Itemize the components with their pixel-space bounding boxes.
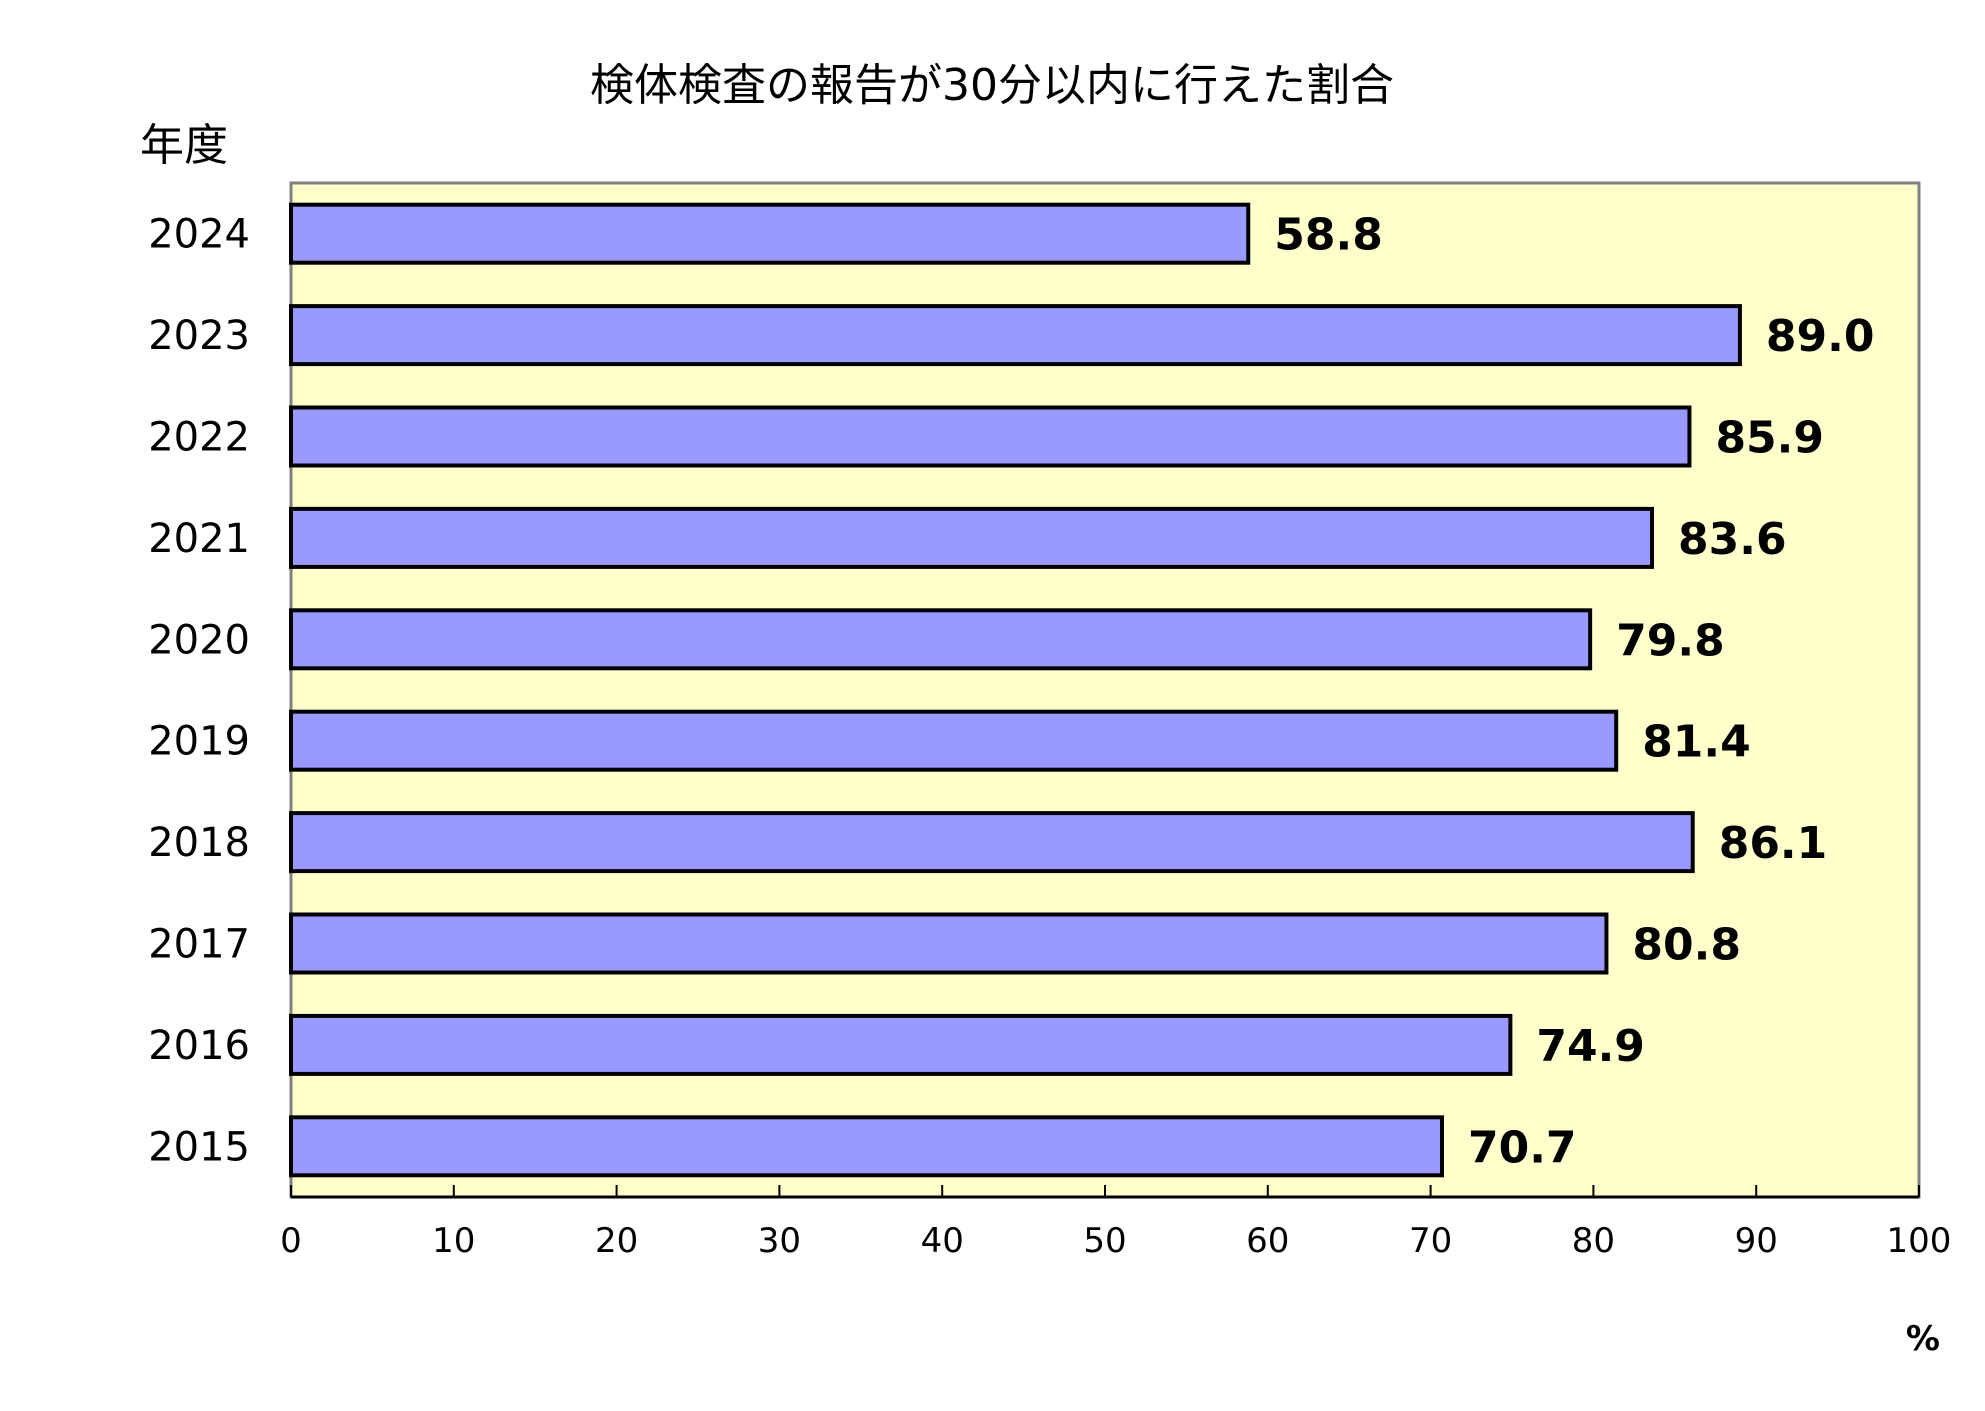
x-tick-label: 90 (1735, 1221, 1778, 1261)
category-label: 2018 (148, 820, 250, 866)
chart-title: 検体検査の報告が30分以内に行えた割合 (590, 60, 1394, 111)
value-label: 83.6 (1678, 514, 1787, 565)
x-tick-label: 100 (1887, 1221, 1952, 1261)
category-label: 2020 (148, 617, 250, 663)
x-tick-label: 50 (1083, 1221, 1126, 1261)
value-label: 81.4 (1642, 717, 1751, 768)
category-label: 2023 (148, 313, 250, 359)
bar (289, 506, 1655, 569)
bar (289, 405, 1692, 468)
value-label: 58.8 (1274, 210, 1383, 261)
x-tick-label: 70 (1409, 1221, 1452, 1261)
bar (289, 1115, 1444, 1178)
category-label: 2019 (148, 719, 250, 765)
category-label: 2017 (148, 922, 250, 968)
x-tick-label: 10 (432, 1221, 475, 1261)
value-label: 85.9 (1715, 413, 1824, 464)
value-label: 86.1 (1719, 818, 1828, 869)
bar (289, 202, 1251, 265)
x-tick-label: 40 (921, 1221, 964, 1261)
value-label: 74.9 (1536, 1021, 1645, 1072)
category-label: 2015 (148, 1124, 250, 1170)
bar (289, 608, 1593, 671)
bar (289, 709, 1619, 772)
value-label: 89.0 (1766, 311, 1875, 362)
x-tick-label: 30 (758, 1221, 801, 1261)
x-tick-label: 80 (1572, 1221, 1615, 1261)
x-tick-label: 20 (595, 1221, 638, 1261)
category-label: 2022 (148, 415, 250, 461)
bar (289, 304, 1742, 367)
value-axis-unit: % (1906, 1319, 1940, 1359)
bar (289, 811, 1695, 874)
category-label: 2016 (148, 1023, 250, 1069)
value-label: 80.8 (1632, 920, 1741, 971)
value-label: 79.8 (1616, 615, 1725, 666)
x-tick-label: 0 (280, 1221, 302, 1261)
value-label: 70.7 (1468, 1122, 1577, 1173)
bar (289, 912, 1609, 975)
x-tick-label: 60 (1246, 1221, 1289, 1261)
category-label: 2021 (148, 516, 250, 562)
category-label: 2024 (148, 212, 250, 258)
category-axis-title: 年度 (140, 120, 228, 171)
bar (289, 1013, 1513, 1076)
